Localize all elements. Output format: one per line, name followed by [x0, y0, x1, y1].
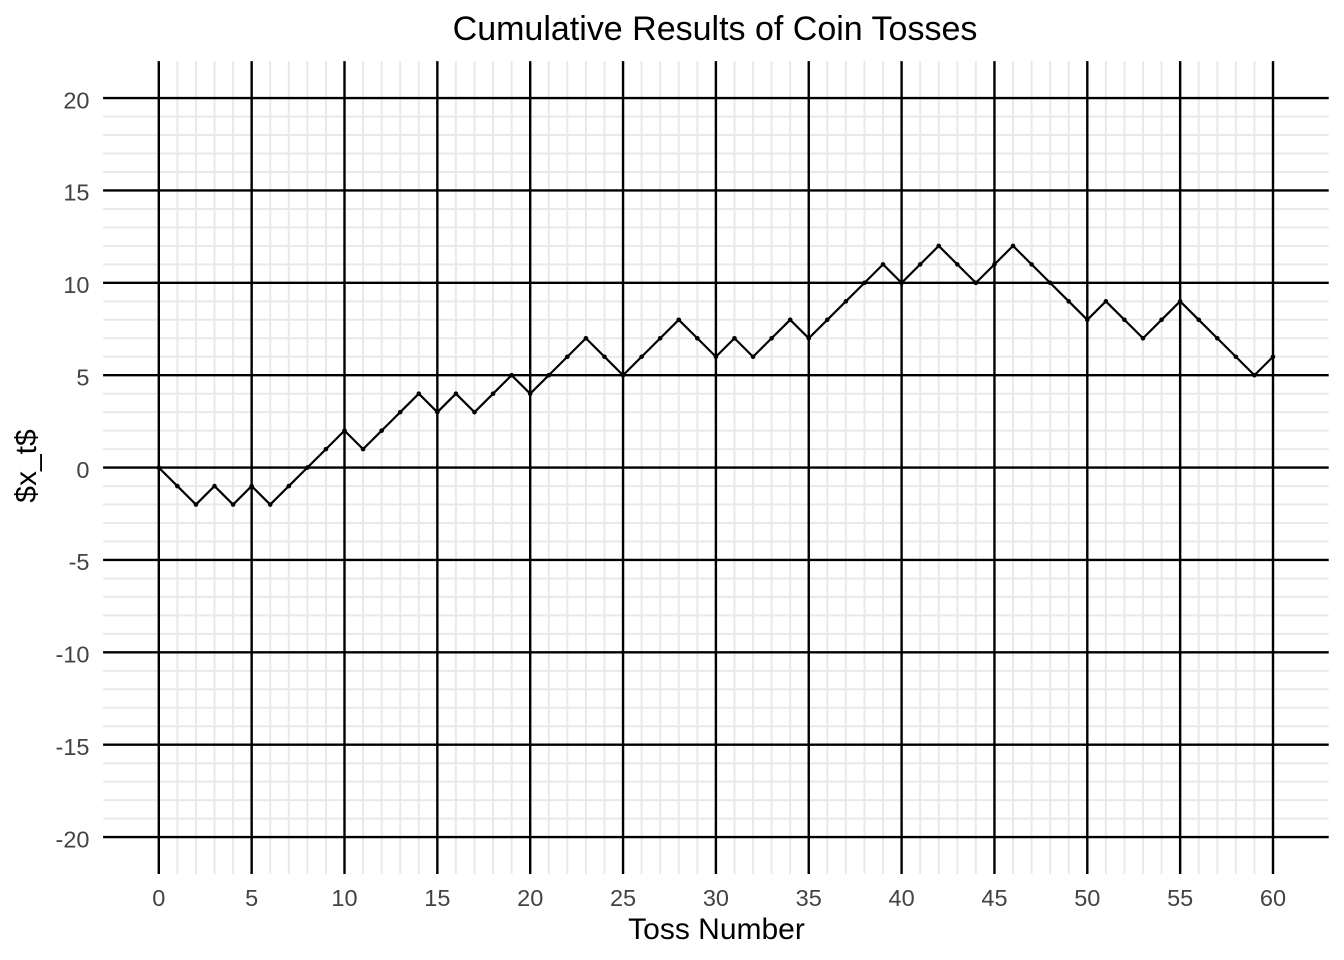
svg-text:15: 15 — [63, 180, 89, 206]
svg-text:-5: -5 — [69, 549, 90, 575]
svg-text:0: 0 — [76, 457, 89, 483]
svg-text:40: 40 — [889, 885, 915, 911]
svg-text:-10: -10 — [56, 642, 90, 668]
svg-text:-15: -15 — [56, 734, 90, 760]
svg-text:0: 0 — [152, 885, 165, 911]
svg-text:30: 30 — [703, 885, 729, 911]
svg-text:Cumulative Results of Coin Tos: Cumulative Results of Coin Tosses — [453, 10, 978, 48]
svg-text:20: 20 — [517, 885, 543, 911]
svg-text:15: 15 — [424, 885, 450, 911]
svg-text:25: 25 — [610, 885, 636, 911]
svg-text:5: 5 — [245, 885, 258, 911]
svg-text:45: 45 — [981, 885, 1007, 911]
svg-text:5: 5 — [76, 364, 89, 390]
svg-text:$x_t$: $x_t$ — [10, 429, 43, 503]
svg-text:60: 60 — [1260, 885, 1286, 911]
svg-text:-20: -20 — [56, 826, 90, 852]
svg-text:20: 20 — [63, 87, 89, 113]
svg-text:10: 10 — [331, 885, 357, 911]
svg-text:10: 10 — [63, 272, 89, 298]
svg-text:35: 35 — [796, 885, 822, 911]
svg-text:50: 50 — [1074, 885, 1100, 911]
svg-text:55: 55 — [1167, 885, 1193, 911]
svg-text:Toss Number: Toss Number — [628, 913, 805, 946]
